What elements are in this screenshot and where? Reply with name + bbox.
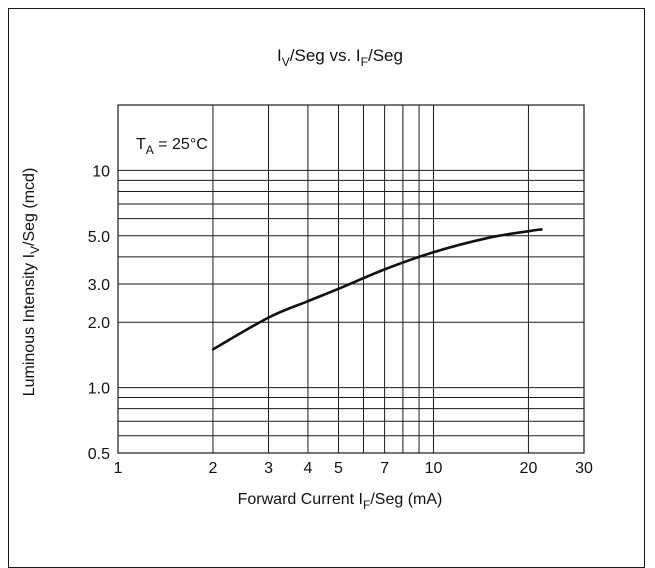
chart-title: IV/Seg vs. IF/Seg (277, 46, 403, 69)
y-tick-label-0: 0.5 (88, 446, 110, 463)
x-tick-label-0: 1 (114, 460, 123, 477)
x-tick-label-2: 3 (264, 460, 273, 477)
tick-label-layer: 1 2 3 4 5 7 10 20 30 0.5 1.0 2.0 3.0 5.0 10 (88, 163, 593, 477)
plot-area (117, 104, 585, 454)
y-axis-label: Luminous Intensity IV/Seg (mcd) (21, 168, 42, 397)
y-tick-label-2: 2.0 (88, 315, 110, 332)
y-tick-label-1: 1.0 (88, 381, 110, 398)
series-layer (211, 228, 543, 351)
series-line-0 (211, 228, 543, 351)
x-tick-label-5: 7 (380, 460, 389, 477)
x-tick-label-1: 2 (209, 460, 218, 477)
y-tick-label-3: 3.0 (88, 277, 110, 294)
x-tick-label-3: 4 (303, 460, 312, 477)
grid-layer (118, 105, 584, 453)
temperature-annotation: TA = 25°C (136, 136, 208, 157)
x-axis-label: Forward Current IF/Seg (mA) (238, 491, 443, 512)
x-tick-label-4: 5 (334, 460, 343, 477)
x-tick-label-6: 10 (425, 460, 443, 477)
x-tick-label-8: 30 (575, 460, 593, 477)
x-tick-label-7: 20 (520, 460, 538, 477)
chart-svg: IV/Seg vs. IF/Seg 1 2 3 4 5 7 10 20 30 0.5 1.0 2.0 3… (21, 46, 593, 512)
y-tick-label-4: 5.0 (88, 229, 110, 246)
y-tick-label-5: 10 (92, 163, 110, 180)
